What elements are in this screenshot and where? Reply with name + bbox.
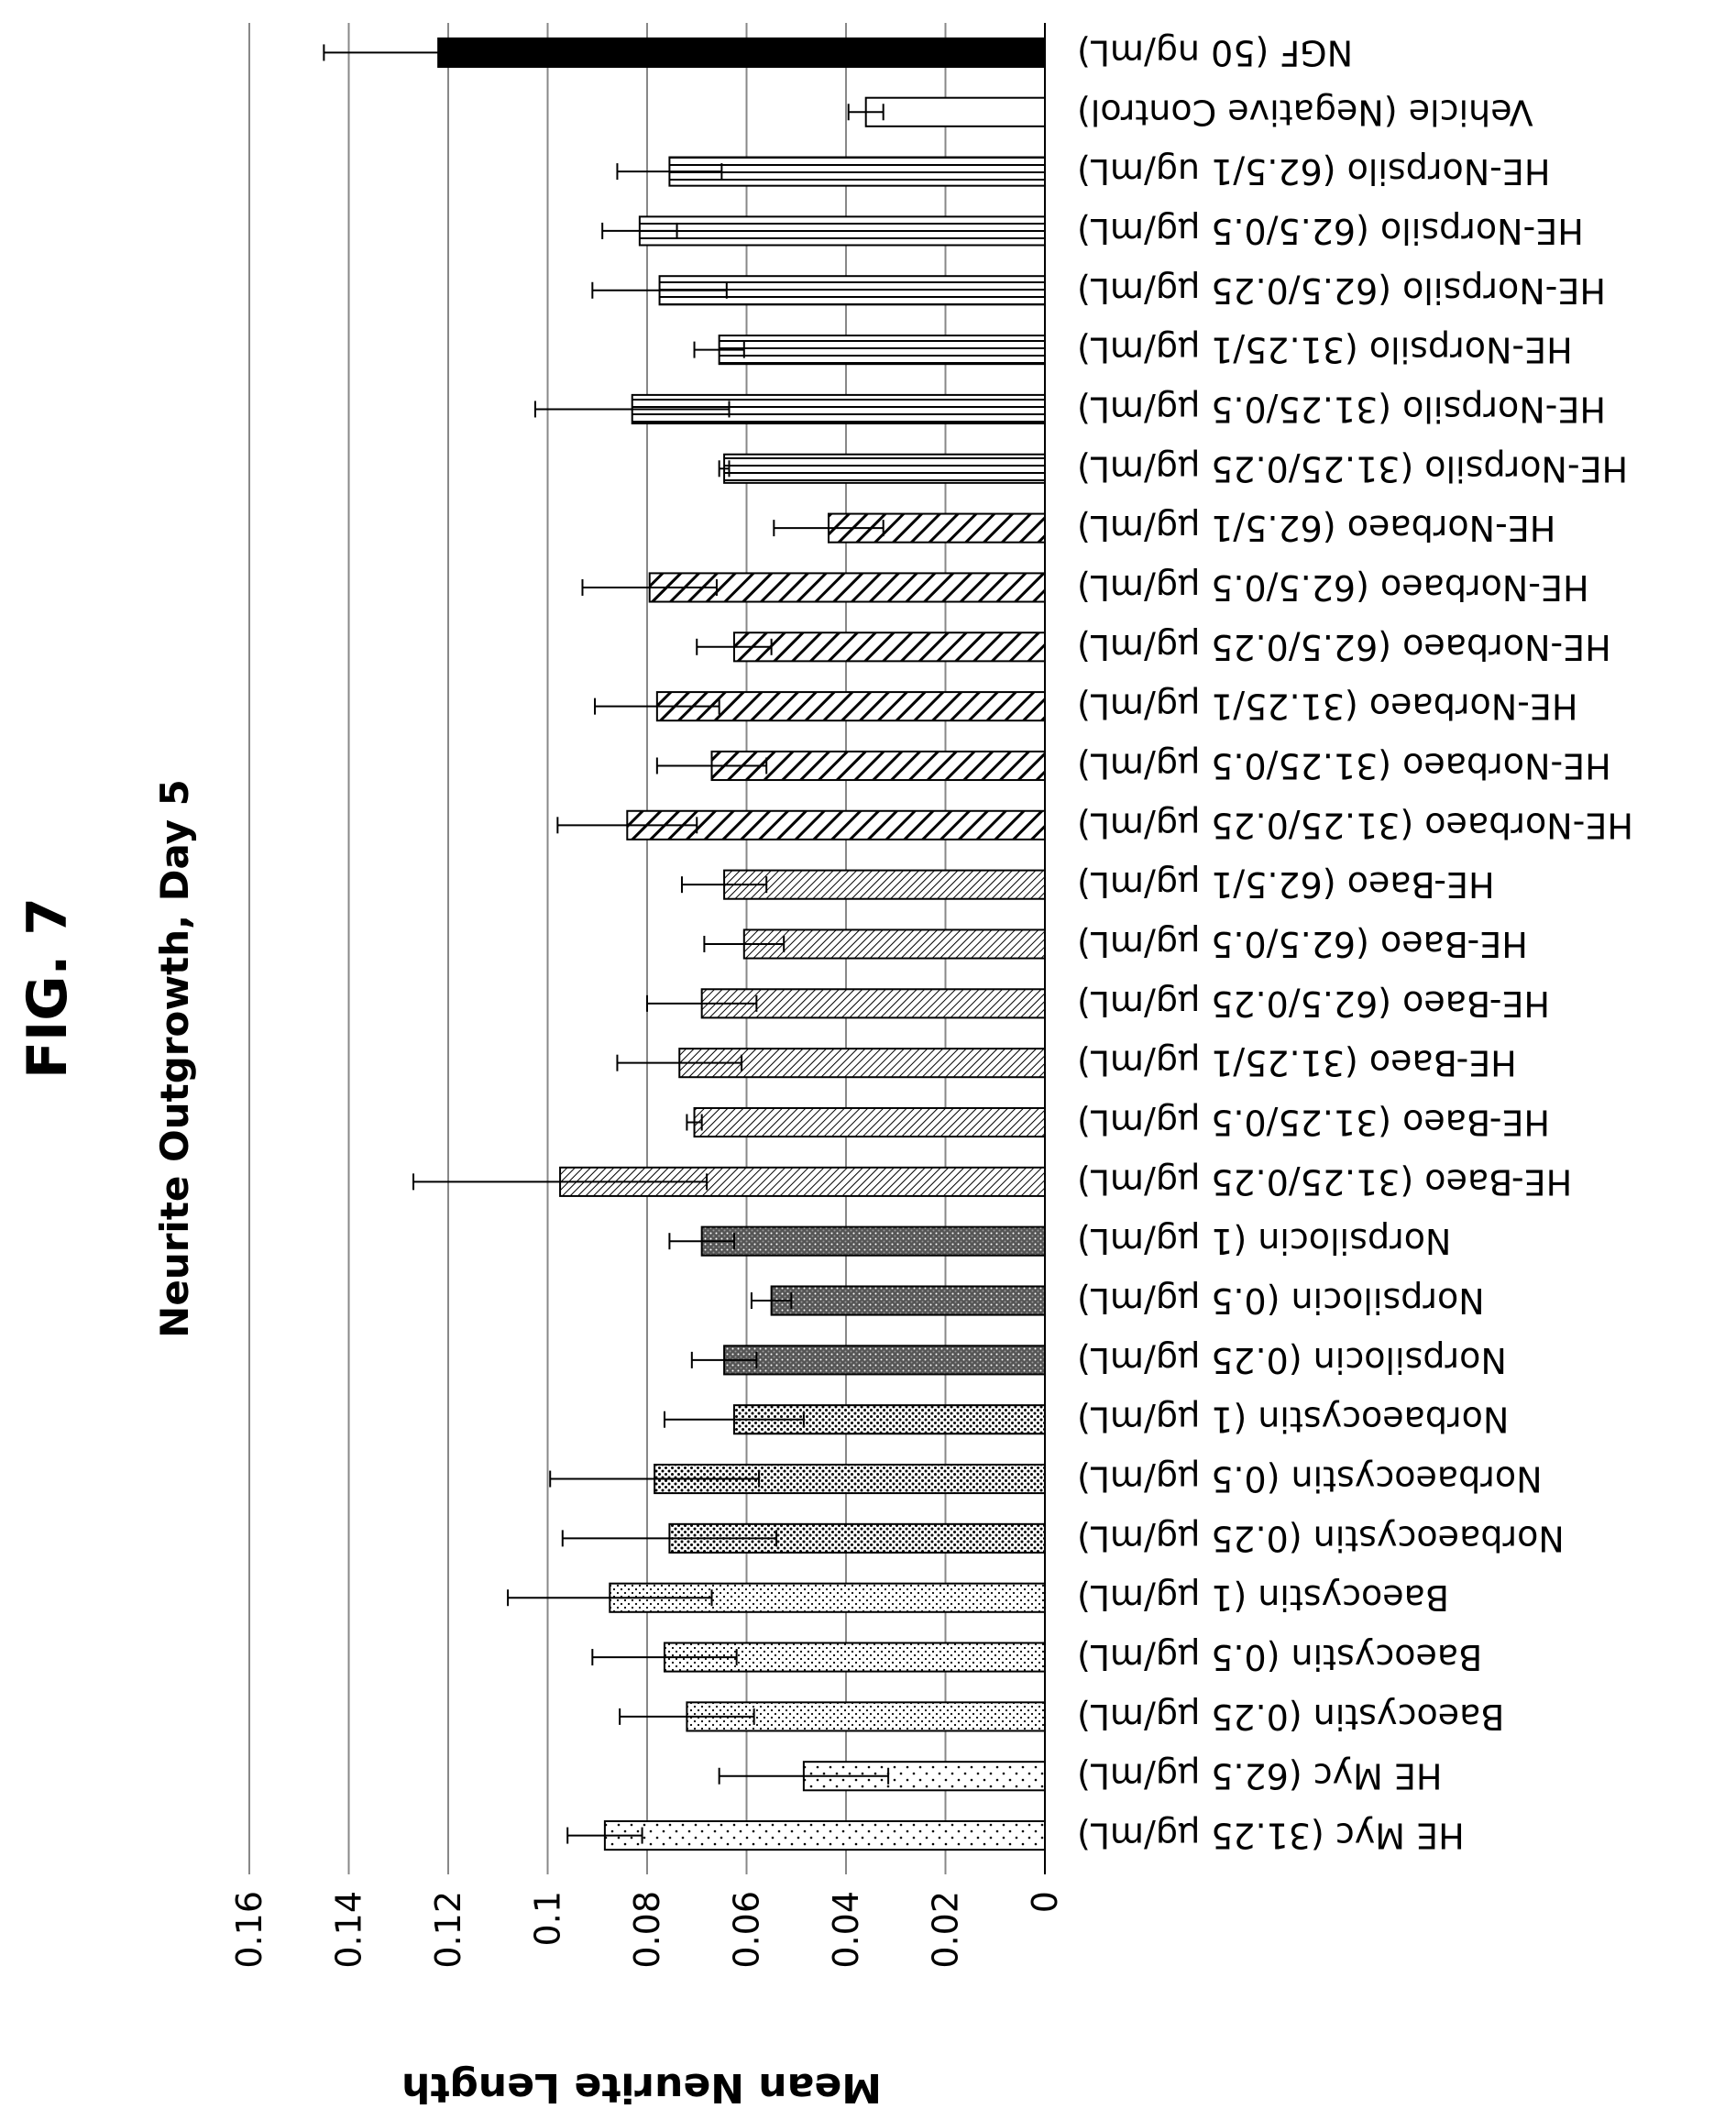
value-tick-label: 0.16 <box>229 1891 269 1969</box>
category-label: HE Myc (62.5 µg/mL) <box>1077 1756 1443 1796</box>
category-label: HE Myc (31.25 µg/mL) <box>1077 1816 1465 1856</box>
bar <box>723 1345 1047 1376</box>
category-label: HE-Norpsilo (62.5/1 ug/mL) <box>1077 151 1550 192</box>
category-label: Baeocystin (0.5 µg/mL) <box>1077 1637 1482 1677</box>
category-label: Norbaeocystin (0.25 µg/mL) <box>1077 1518 1565 1558</box>
value-tick-label: 0.12 <box>428 1891 468 1969</box>
category-label: Vehicle (Negative Control) <box>1077 92 1533 132</box>
bar <box>718 335 1046 366</box>
bar <box>700 988 1046 1019</box>
category-label: HE-Baeo (62.5/0.5 µg/mL) <box>1077 924 1528 964</box>
value-tick-label: 0.04 <box>826 1891 866 1969</box>
category-label: HE-Norpsilo (62.5/0.5 µg/mL) <box>1077 211 1584 251</box>
bar <box>638 215 1046 247</box>
value-tick-label: 0.06 <box>727 1891 767 1969</box>
bar <box>864 96 1047 127</box>
category-label: HE-Baeo (62.5/1 µg/mL) <box>1077 864 1495 905</box>
category-label: HE-Norbaeo (62.5/1 µg/mL) <box>1077 508 1555 548</box>
category-label: Norbaeocystin (0.5 µg/mL) <box>1077 1459 1543 1499</box>
value-axis-ticks: 0 0.02 0.04 0.06 0.08 0.1 0.12 0.14 0.16 <box>229 1891 1065 1969</box>
value-tick-label: 0.08 <box>627 1891 667 1969</box>
chart-title: Neurite Outgrowth, Day 5 <box>152 779 197 1338</box>
category-label: HE-Baeo (62.5/0.25 µg/mL) <box>1077 983 1550 1024</box>
bar <box>770 1285 1046 1316</box>
category-label: HE-Norpsilo (31.25/0.25 µg/mL) <box>1077 448 1628 489</box>
category-label: HE-Norbaeo (62.5/0.25 µg/mL) <box>1077 627 1611 667</box>
value-tick-label: 0.1 <box>528 1891 568 1946</box>
value-tick-label: 0 <box>1025 1891 1065 1913</box>
category-label: HE-Baeo (31.25/0.5 µg/mL) <box>1077 1103 1550 1143</box>
bar <box>723 453 1047 484</box>
category-label: Norbaeocystin (1 µg/mL) <box>1077 1400 1509 1440</box>
category-label: Norpsilocin (0.5 µg/mL) <box>1077 1280 1485 1321</box>
category-label: HE-Norpsilo (31.25/0.5 µg/mL) <box>1077 389 1606 429</box>
bar <box>603 1820 1046 1851</box>
category-label: HE-Baeo (31.25/0.25 µg/mL) <box>1077 1161 1572 1202</box>
figure-label: FIG. 7 <box>16 897 80 1079</box>
category-label: HE-Norbaeo (31.25/0.25 µg/mL) <box>1077 805 1633 845</box>
value-axis-label: Mean Neurite Length <box>401 2064 882 2109</box>
value-tick-label: 0.14 <box>329 1891 369 1969</box>
bar <box>700 1225 1046 1257</box>
category-label: Baeocystin (1 µg/mL) <box>1077 1577 1449 1618</box>
bar <box>723 869 1047 900</box>
category-label: HE-Norbaeo (62.5/0.5 µg/mL) <box>1077 567 1589 608</box>
category-labels: HE Myc (31.25 µg/mL) HE Myc (62.5 µg/mL) B… <box>1077 32 1633 1855</box>
bar <box>732 632 1046 663</box>
value-tick-label: 0.02 <box>926 1891 966 1969</box>
category-label: NGF (50 ng/mL) <box>1077 32 1353 72</box>
category-label: HE-Norbaeo (31.25/1 µg/mL) <box>1077 687 1578 727</box>
category-label: Baeocystin (0.25 µg/mL) <box>1077 1697 1504 1737</box>
category-label: Norpsilocin (0.25 µg/mL) <box>1077 1340 1507 1380</box>
error-bars <box>323 44 890 1844</box>
category-label: HE-Baeo (31.25/1 µg/mL) <box>1077 1043 1517 1083</box>
category-label: HE-Norpsilo (31.25/1 µg/mL) <box>1077 330 1573 370</box>
bar <box>668 156 1046 187</box>
bar <box>742 928 1046 960</box>
category-label: HE-Norbaeo (31.25/0.5 µg/mL) <box>1077 745 1611 785</box>
category-label: HE-Norpsilo (62.5/0.25 µg/mL) <box>1077 270 1606 311</box>
bar <box>693 1106 1046 1138</box>
category-label: Norpsilocin (1 µg/mL) <box>1077 1221 1451 1261</box>
